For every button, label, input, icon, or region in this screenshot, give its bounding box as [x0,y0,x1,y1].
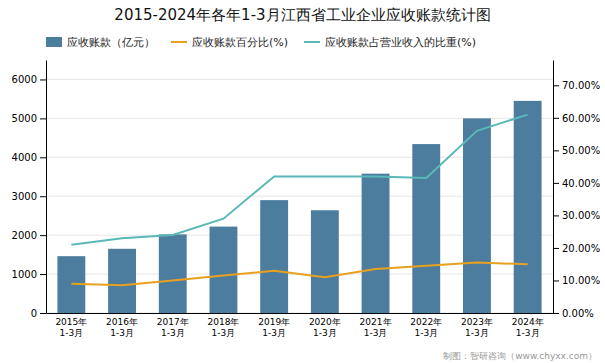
tick: 1000 [12,269,46,280]
legend-item: 应收账款占营业收入的比重(%) [304,36,476,49]
tick-label: 2000 [12,230,37,241]
bar [108,249,136,313]
tick-mark [553,280,559,281]
tick: 2021年1-3月 [360,317,392,338]
bar [210,227,238,313]
tick-mark [40,118,46,119]
tick-mark [553,248,559,249]
legend-item: 应收账款（亿元） [46,36,155,49]
legend-label: 应收账款百分比(%) [192,36,288,49]
legend-label: 应收账款占营业收入的比重(%) [325,36,476,49]
tick-mark [40,313,46,314]
tick: 50.00% [553,145,600,156]
legend-swatch [171,41,187,43]
tick-label: 20.00% [562,243,600,254]
tick-mark [40,157,46,158]
tick-mark [553,85,559,86]
tick-label: 4000 [12,152,37,163]
bar [311,210,339,313]
tick: 20.00% [553,243,600,254]
tick: 70.00% [553,80,600,91]
y-axis: 0 1000 2000 3000 4000 5000 6000 [12,61,47,319]
tick: 2018年1-3月 [207,317,239,338]
tick: 2022年1-3月 [410,317,442,338]
tick: 10.00% [553,275,600,286]
tick-label: 2024年1-3月 [512,317,544,338]
legend-label: 应收账款（亿元） [67,36,155,49]
tick: 2020年1-3月 [309,317,341,338]
tick-label: 0 [31,308,37,319]
tick-label: 10.00% [562,275,600,286]
legend-swatch [304,41,320,43]
tick: 2019年1-3月 [258,317,290,338]
tick-mark [40,235,46,236]
tick-label: 50.00% [562,145,600,156]
axis-line [46,61,47,314]
tick-label: 3000 [12,191,37,202]
tick-mark [40,274,46,275]
tick-label: 1000 [12,269,37,280]
line [71,115,527,245]
tick-label: 2018年1-3月 [207,317,239,338]
tick-label: 2016年1-3月 [106,317,138,338]
tick: 60.00% [553,113,600,124]
y2-axis: 0.00% 10.00% 20.00% 30.00% 40.00% 50.00% 60.00… [553,61,600,319]
plot: 2015年1-3月 2016年1-3月 2017年1-3月 2018年1-3月 2019… [12,61,601,339]
grid-line [46,79,553,80]
line [71,263,527,286]
tick-label: 5000 [12,113,37,124]
tick: 40.00% [553,178,600,189]
bar [463,118,491,313]
tick-mark [553,313,559,314]
tick: 4000 [12,152,46,163]
bar [514,101,542,313]
tick: 2017年1-3月 [157,317,189,338]
tick: 6000 [12,74,46,85]
tick-label: 6000 [12,74,37,85]
tick-mark [553,118,559,119]
legend: 应收账款（亿元） 应收账款百分比(%) 应收账款占营业收入的比重(%) [46,36,476,49]
grid [46,79,553,313]
annotation: 制图：智研咨询（www.chyxx.com） [443,351,597,361]
tick-mark [553,215,559,216]
tick: 0.00% [553,308,594,319]
tick: 2015年1-3月 [55,317,87,338]
tick-label: 2015年1-3月 [55,317,87,338]
tick-mark [553,183,559,184]
tick-label: 2021年1-3月 [360,317,392,338]
marks [57,101,541,313]
tick-mark [40,79,46,80]
tick: 0 [31,308,46,319]
tick: 2023年1-3月 [461,317,493,338]
legend-item: 应收账款百分比(%) [171,36,288,49]
x-axis: 2015年1-3月 2016年1-3月 2017年1-3月 2018年1-3月 2019… [47,314,554,339]
bar-series [57,101,541,313]
tick-label: 0.00% [562,308,594,319]
bar [260,200,288,313]
tick: 2016年1-3月 [106,317,138,338]
tick-label: 2023年1-3月 [461,317,493,338]
legend-swatch [46,37,62,47]
bar [362,174,390,313]
title: 2015-2024年各年1-3月江西省工业企业应收账款统计图 [114,6,490,24]
tick-label: 2022年1-3月 [410,317,442,338]
tick-label: 2019年1-3月 [258,317,290,338]
tick-label: 40.00% [562,178,600,189]
tick: 3000 [12,191,46,202]
tick-label: 30.00% [562,210,600,221]
chart: 2015-2024年各年1-3月江西省工业企业应收账款统计图2015年1-3月2… [0,0,605,363]
tick-mark [553,150,559,151]
tick-label: 2020年1-3月 [309,317,341,338]
tick: 5000 [12,113,46,124]
tick-label: 60.00% [562,113,600,124]
tick-label: 2017年1-3月 [157,317,189,338]
tick-mark [40,196,46,197]
tick: 2000 [12,230,46,241]
tick: 30.00% [553,210,600,221]
axis-line [553,61,554,314]
tick: 2024年1-3月 [512,317,544,338]
axis-line [47,313,554,314]
bar [159,234,187,313]
tick-label: 70.00% [562,80,600,91]
